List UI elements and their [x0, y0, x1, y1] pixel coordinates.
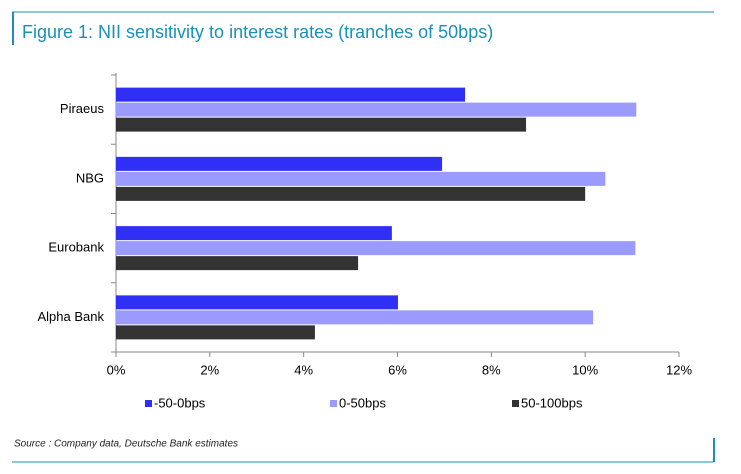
bar [116, 87, 466, 102]
bar [116, 256, 359, 271]
bar [116, 186, 586, 201]
y-tick-label: Eurobank [48, 240, 104, 255]
x-tick-label: 8% [482, 362, 501, 377]
bar [116, 117, 527, 132]
x-tick-label: 12% [666, 362, 692, 377]
y-tick-label: NBG [76, 170, 104, 185]
x-tick-label: 2% [200, 362, 219, 377]
legend-swatch [512, 400, 519, 407]
bar [116, 171, 606, 186]
y-tick-label: Alpha Bank [38, 309, 105, 324]
bar [116, 102, 637, 117]
x-tick-label: 6% [388, 362, 407, 377]
legend-label: -50-0bps [154, 395, 206, 410]
bar [116, 156, 443, 171]
bar [116, 295, 398, 310]
x-tick-label: 4% [294, 362, 313, 377]
bar [116, 325, 315, 340]
bar [116, 310, 594, 325]
source: Source : Company data, Deutsche Bank est… [14, 439, 238, 450]
chart-title: Figure 1: NII sensitivity to interest ra… [22, 22, 493, 42]
bar [116, 241, 636, 256]
x-tick-label: 10% [572, 362, 598, 377]
bar [116, 226, 392, 241]
x-tick-label: 0% [107, 362, 126, 377]
legend-label: 50-100bps [521, 395, 583, 410]
legend-label: 0-50bps [339, 395, 386, 410]
y-tick-label: Piraeus [60, 101, 105, 116]
legend-swatch [145, 400, 152, 407]
legend-swatch [330, 400, 337, 407]
